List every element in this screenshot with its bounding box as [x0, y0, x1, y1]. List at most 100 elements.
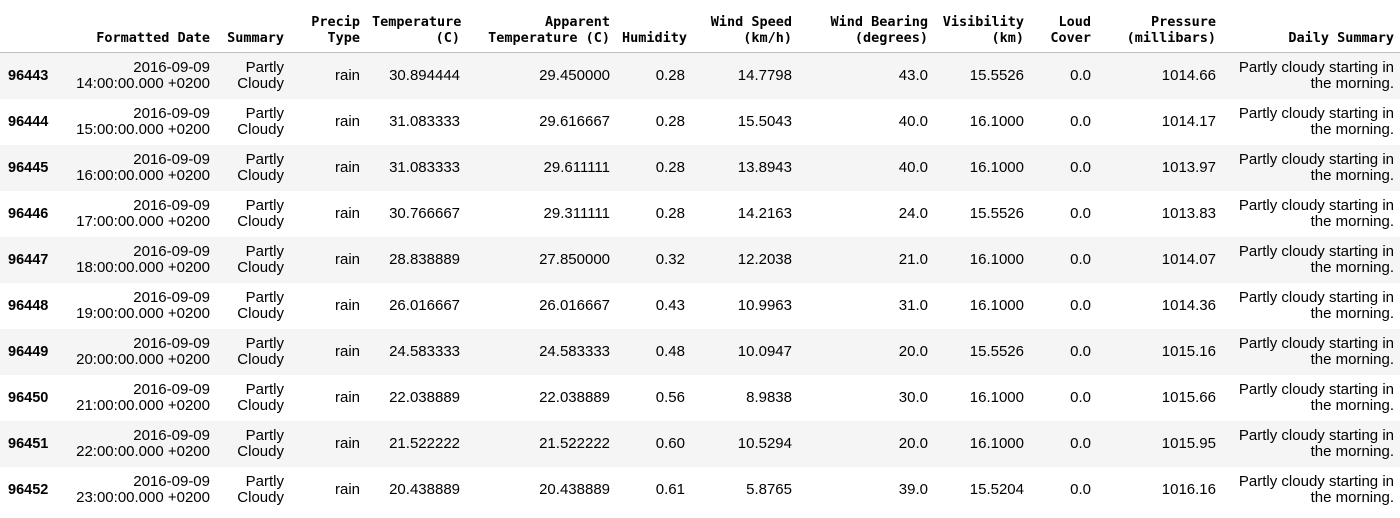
cell-text: 0.0: [1070, 434, 1091, 452]
cell-text: 16.1000: [969, 158, 1024, 176]
table-cell: 2016-09-09 21:00:00.000 +0200: [64, 375, 216, 421]
table-cell: 0.48: [616, 329, 691, 375]
table-cell: 0.0: [1030, 99, 1097, 145]
cell-text: 0.0: [1070, 158, 1091, 176]
table-cell: 30.894444: [366, 53, 466, 100]
table-cell: 27.850000: [466, 237, 616, 283]
cell-text: Cloudy: [237, 259, 284, 276]
cell-text: 31.0: [898, 296, 928, 314]
table-cell: 15.5526: [934, 191, 1030, 237]
cell-text: 16:00:00.000 +0200: [76, 167, 210, 184]
table-cell: Partly cloudy starting in the morning.: [1222, 53, 1400, 100]
column-header: Summary: [216, 0, 290, 53]
cell-text: 20.0: [898, 434, 928, 452]
cell-text: the morning.: [1310, 489, 1394, 506]
table-cell: 29.311111: [466, 191, 616, 237]
row-index: 96443: [8, 67, 49, 84]
cell-text: 2016-09-09: [133, 242, 210, 260]
cell-text: 30.894444: [389, 66, 460, 84]
table-cell: 0.0: [1030, 191, 1097, 237]
table-cell: Partly cloudy starting in the morning.: [1222, 283, 1400, 329]
row-index: 96450: [8, 389, 49, 406]
cell-text: rain: [334, 112, 360, 130]
cell-text: Partly: [245, 150, 284, 168]
cell-text: Cloudy: [237, 397, 284, 414]
column-header-line: Precip: [311, 14, 360, 30]
column-header: Wind Speed (km/h): [691, 0, 798, 53]
table-cell: 21.0: [798, 237, 934, 283]
table-cell: 0.28: [616, 191, 691, 237]
table-cell: 16.1000: [934, 145, 1030, 191]
table-cell: Partly cloudy starting in the morning.: [1222, 191, 1400, 237]
row-index: 96451: [8, 435, 49, 452]
table-cell: Partly cloudy starting in the morning.: [1222, 467, 1400, 513]
table-cell: 0.0: [1030, 375, 1097, 421]
cell-text: 2016-09-09: [133, 58, 210, 76]
table-cell: Partly Cloudy: [216, 237, 290, 283]
table-cell: rain: [290, 237, 366, 283]
table-cell: 20.0: [798, 329, 934, 375]
table-cell: rain: [290, 375, 366, 421]
cell-text: 29.450000: [539, 66, 610, 84]
table-cell: 12.2038: [691, 237, 798, 283]
cell-text: 0.28: [655, 66, 685, 84]
cell-text: Cloudy: [237, 167, 284, 184]
table-cell: 15.5204: [934, 467, 1030, 513]
cell-text: 16.1000: [969, 250, 1024, 268]
column-header-line: Pressure: [1150, 14, 1216, 30]
table-cell: Partly Cloudy: [216, 53, 290, 100]
cell-text: rain: [334, 388, 360, 406]
cell-text: 22:00:00.000 +0200: [76, 443, 210, 460]
table-cell: 31.083333: [366, 99, 466, 145]
table-cell: 2016-09-09 23:00:00.000 +0200: [64, 467, 216, 513]
cell-text: the morning.: [1310, 213, 1394, 230]
column-header: Pressure (millibars): [1097, 0, 1222, 53]
cell-text: the morning.: [1310, 443, 1394, 460]
table-cell: Partly cloudy starting in the morning.: [1222, 375, 1400, 421]
table-cell: 0.0: [1030, 467, 1097, 513]
cell-text: 21.522222: [539, 434, 610, 452]
cell-text: 40.0: [898, 158, 928, 176]
table-cell: Partly Cloudy: [216, 467, 290, 513]
column-header-line: Humidity: [622, 30, 688, 46]
table-cell: 2016-09-09 15:00:00.000 +0200: [64, 99, 216, 145]
table-cell: 2016-09-09 20:00:00.000 +0200: [64, 329, 216, 375]
cell-text: 1013.83: [1161, 204, 1216, 222]
cell-text: 16.1000: [969, 434, 1024, 452]
cell-text: 20.0: [898, 342, 928, 360]
cell-text: 14:00:00.000 +0200: [76, 75, 210, 92]
cell-text: rain: [334, 480, 360, 498]
cell-text: 2016-09-09: [133, 472, 210, 490]
cell-text: Partly: [245, 426, 284, 444]
column-header: Apparent Temperature (C): [466, 0, 616, 53]
cell-text: 0.28: [655, 204, 685, 222]
cell-text: 2016-09-09: [133, 426, 210, 444]
table-cell: 43.0: [798, 53, 934, 100]
table-cell: 10.9963: [691, 283, 798, 329]
cell-text: 2016-09-09: [133, 150, 210, 168]
cell-text: 16.1000: [969, 296, 1024, 314]
table-cell: 2016-09-09 19:00:00.000 +0200: [64, 283, 216, 329]
table-cell: 16.1000: [934, 283, 1030, 329]
column-header: Wind Bearing (degrees): [798, 0, 934, 53]
table-cell: 16.1000: [934, 99, 1030, 145]
table-cell: 0.28: [616, 99, 691, 145]
row-index: 96445: [8, 159, 49, 176]
table-cell: 2016-09-09 17:00:00.000 +0200: [64, 191, 216, 237]
column-header-line: Summary: [227, 30, 284, 46]
cell-text: rain: [334, 296, 360, 314]
table-cell: 22.038889: [366, 375, 466, 421]
cell-text: 24.0: [898, 204, 928, 222]
cell-text: Partly: [245, 104, 284, 122]
table-cell: 0.28: [616, 53, 691, 100]
cell-text: 20.438889: [389, 480, 460, 498]
cell-text: Partly: [245, 380, 284, 398]
table-row: 96452 2016-09-09 23:00:00.000 +0200 Partly C…: [0, 467, 1400, 513]
table-cell: 20.0: [798, 421, 934, 467]
table-cell: 0.0: [1030, 421, 1097, 467]
cell-text: rain: [334, 66, 360, 84]
table-cell: 31.0: [798, 283, 934, 329]
cell-text: 30.0: [898, 388, 928, 406]
